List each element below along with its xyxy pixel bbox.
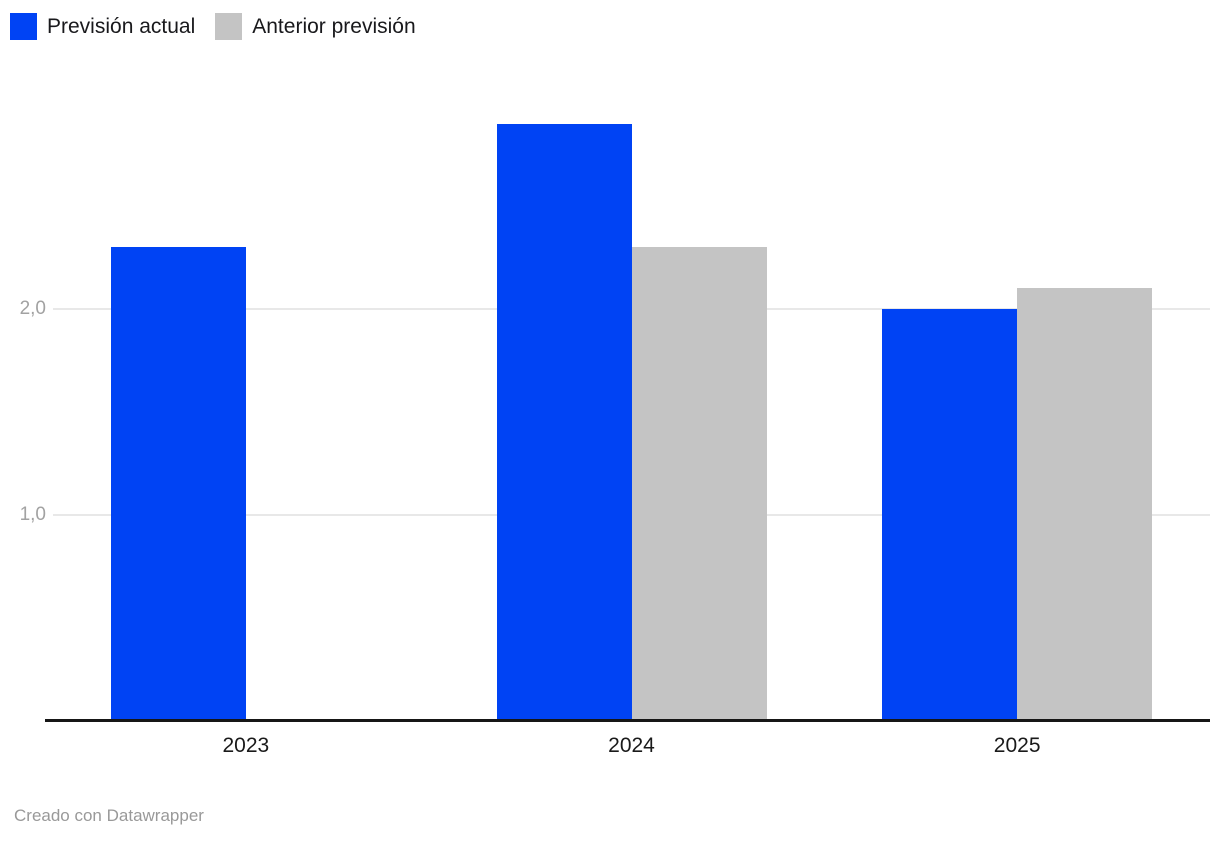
x-axis-line <box>45 719 1210 722</box>
y-axis-tick-2,0: 2,0 <box>19 298 46 319</box>
bar-previsi-n-actual-2023 <box>110 247 246 719</box>
bar-previsi-n-actual-2024 <box>496 123 632 719</box>
legend: Previsión actual Anterior previsión <box>10 13 416 40</box>
legend-item-prevision-actual: Previsión actual <box>10 13 195 40</box>
y-axis-tick-1,0: 1,0 <box>19 504 46 525</box>
attribution: Creado con Datawrapper <box>14 806 204 825</box>
bar-previsi-n-actual-2025 <box>882 309 1018 719</box>
legend-label-anterior-prevision: Anterior previsión <box>252 14 416 38</box>
bar-anterior-previsi-n-2025 <box>1017 288 1153 719</box>
x-axis-label-2023: 2023 <box>222 734 270 757</box>
legend-label-prevision-actual: Previsión actual <box>47 14 196 38</box>
x-axis-label-2024: 2024 <box>608 734 655 757</box>
legend-swatch-anterior-prevision <box>215 13 243 40</box>
x-axis-label-2025: 2025 <box>993 734 1041 757</box>
bar-anterior-previsi-n-2024 <box>631 247 767 719</box>
legend-item-anterior-prevision: Anterior previsión <box>215 13 416 40</box>
legend-swatch-prevision-actual <box>10 13 37 40</box>
